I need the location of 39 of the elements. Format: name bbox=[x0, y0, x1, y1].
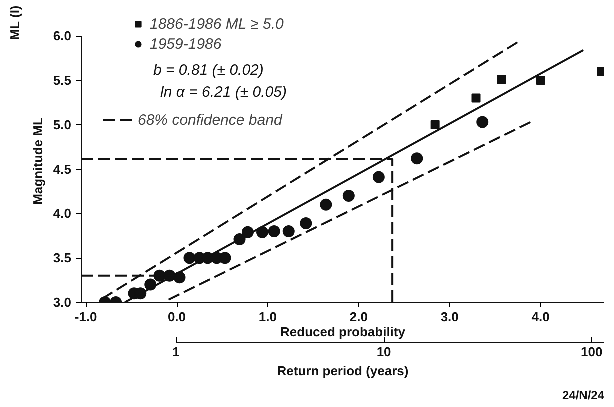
y-tick-label: 6.0 bbox=[53, 28, 72, 44]
y-tick-label: 3.5 bbox=[53, 250, 72, 266]
point bbox=[476, 116, 489, 128]
text: 24/N/24 bbox=[562, 388, 605, 402]
y-tick-label: 4.0 bbox=[53, 206, 72, 222]
y-axis-title: Magnitude ML bbox=[30, 117, 46, 205]
x-tick-label: 4.0 bbox=[532, 310, 550, 324]
x-tick-label: 3.0 bbox=[440, 310, 459, 324]
x-tick-label: 1.0 bbox=[258, 310, 278, 324]
y-tick-label: 5.0 bbox=[53, 117, 72, 132]
annotation: b = 0.81 (± 0.02) bbox=[154, 62, 264, 79]
x-axis-title: Reduced probability bbox=[280, 324, 406, 340]
y-tick-label: 5.5 bbox=[53, 73, 72, 88]
point bbox=[372, 171, 385, 184]
point bbox=[268, 225, 280, 238]
point bbox=[497, 75, 506, 84]
annotation: ln α = 6.21 (± 0.05) bbox=[160, 84, 287, 101]
point bbox=[300, 217, 312, 230]
x2-tick-label: 100 bbox=[581, 344, 603, 360]
x2-tick-label: 1 bbox=[172, 344, 180, 360]
point bbox=[536, 76, 546, 86]
point bbox=[320, 198, 332, 211]
y-tick-label: 4.5 bbox=[53, 162, 72, 177]
point bbox=[411, 152, 424, 165]
point bbox=[342, 190, 355, 202]
y-tick-label: 3.0 bbox=[53, 295, 72, 310]
legend-label: 68% confidence band bbox=[138, 111, 282, 129]
point bbox=[430, 120, 440, 130]
point bbox=[184, 252, 196, 264]
x-tick-label: 0.0 bbox=[168, 310, 186, 324]
point bbox=[472, 94, 481, 103]
x2-tick-label: 10 bbox=[376, 344, 392, 360]
x-tick-label: -1.0 bbox=[74, 310, 98, 324]
x2-axis-title: Return period (years) bbox=[277, 364, 409, 378]
legend-label: 1959-1986 bbox=[150, 35, 222, 53]
point bbox=[282, 225, 295, 238]
x-tick-label: 2.0 bbox=[350, 310, 368, 324]
text: ML (I) bbox=[8, 6, 22, 40]
legend-label: 1886-1986 ML ≥ 5.0 bbox=[150, 15, 284, 33]
